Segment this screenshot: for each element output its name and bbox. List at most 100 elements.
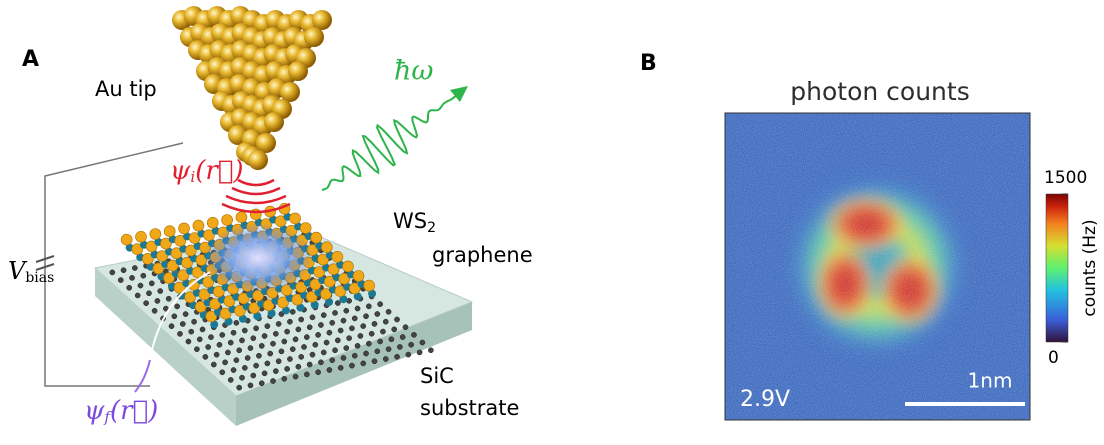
tungsten-atom (310, 300, 319, 309)
battery-plate (35, 263, 55, 271)
sulfur-atom (334, 285, 347, 298)
map-noise (725, 113, 1030, 420)
graphene-atom (264, 360, 271, 367)
sulfur-atom (166, 259, 179, 272)
graphene-atom (354, 342, 361, 349)
graphene-atom (236, 384, 243, 391)
sulfur-atom (223, 295, 236, 308)
tungsten-atom (267, 309, 276, 318)
sulfur-atom (237, 292, 250, 305)
symbol: V (8, 257, 28, 285)
gold-atom (264, 112, 284, 132)
graphene-atom (151, 307, 158, 314)
graphene-atom (292, 373, 299, 380)
graphene-atom (188, 328, 195, 335)
sulfur-atom (181, 256, 193, 269)
photon-label: ħω (394, 56, 433, 87)
graphene-atom (315, 332, 321, 338)
scale-bar-label: 1nm (968, 369, 1013, 393)
colorbar-label: counts (Hz) (1080, 219, 1100, 316)
graphene-atom (134, 292, 141, 299)
graphene-atom (227, 377, 234, 383)
graphene-atom (222, 359, 228, 366)
gold-atom (312, 10, 332, 30)
sulfur-atom (135, 231, 147, 243)
graphene-atom (332, 347, 338, 354)
graphene-atom (258, 380, 265, 387)
graphene-atom (148, 280, 155, 287)
sulfur-atom (185, 244, 197, 257)
graphene-atom (171, 313, 178, 320)
graphene-atom (394, 316, 400, 323)
graphene-atom (377, 338, 383, 345)
sulfur-atom (313, 266, 326, 278)
sulfur-atom (160, 237, 172, 250)
graphene-atom (185, 338, 192, 345)
sulfur-atom (131, 243, 144, 255)
graphene-atom (306, 324, 313, 331)
graphene-atom (281, 338, 288, 345)
graphene-atom (191, 318, 197, 325)
graphene-atom (253, 362, 259, 369)
sulfur-atom (170, 247, 183, 259)
graphene-atom (233, 357, 240, 364)
subscript: f (103, 408, 112, 426)
graphene-atom (363, 350, 369, 357)
sulfur-atom (219, 307, 232, 320)
graphene-atom (298, 353, 305, 360)
graphene-atom (343, 345, 350, 351)
sulfur-atom (191, 266, 204, 279)
sulfur-atom (142, 252, 154, 265)
graphene-atom (374, 348, 381, 355)
sulfur-atom (156, 250, 168, 262)
graphene-atom (360, 323, 367, 329)
sulfur-atom (299, 222, 312, 234)
graphene-atom (253, 325, 259, 332)
sulfur-atom (202, 276, 215, 288)
tungsten-atom (224, 317, 233, 326)
sulfur-atom (250, 208, 262, 221)
graphene-atom (315, 369, 321, 376)
photon-arrow (450, 86, 468, 102)
graphene-atom (264, 323, 271, 329)
sulfur-atom (145, 240, 158, 253)
sulfur-atom (152, 262, 165, 275)
sulfur-atom (178, 222, 190, 235)
wavefunction-blob (203, 223, 313, 293)
graphene-atom (109, 269, 116, 276)
graphene-atom (177, 330, 183, 337)
graphene-atom (394, 353, 400, 360)
psi-f-pointer (149, 271, 211, 361)
graphene-atom (129, 275, 135, 281)
sulfur-atom (277, 296, 289, 309)
graphene-atom (301, 344, 307, 350)
tunnel-arcs (221, 178, 291, 214)
vbias-label: Vbias (8, 257, 54, 287)
graphene-atom (256, 352, 262, 359)
graphene-atom (309, 351, 316, 358)
gold-atom (280, 82, 300, 102)
sulfur-atom (120, 233, 133, 246)
map-title: photon counts (790, 77, 969, 106)
graphene-atom (179, 321, 186, 327)
sulfur-atom (352, 270, 365, 282)
psi-f: ψf(r⃗) (84, 396, 158, 426)
gold-atom (248, 150, 268, 170)
sulfur-atom (348, 282, 361, 295)
graphene-atom (126, 284, 133, 291)
graphene-atom (388, 336, 395, 343)
gold-atom (288, 61, 308, 81)
sulfur-atom (235, 211, 248, 223)
graphene-atom (399, 334, 406, 340)
graphene-atom (326, 329, 333, 336)
graphene-atom (318, 359, 324, 366)
sulfur-atom (234, 304, 246, 317)
graphene-atom (382, 318, 389, 325)
panel-a-illustration (35, 6, 474, 426)
sulfur-atom (338, 272, 350, 285)
graphene-atom (354, 305, 361, 312)
graphene-atom (351, 352, 358, 359)
gold-atom (304, 27, 324, 47)
graphene-atom (397, 344, 403, 350)
graphene-atom (332, 310, 338, 316)
